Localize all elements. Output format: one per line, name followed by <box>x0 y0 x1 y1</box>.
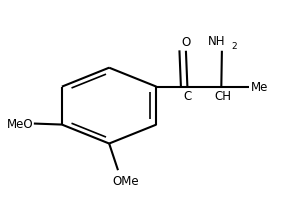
Text: 2: 2 <box>232 41 237 50</box>
Text: OMe: OMe <box>112 174 139 187</box>
Text: CH: CH <box>214 90 231 103</box>
Text: Me: Me <box>250 81 268 94</box>
Text: MeO: MeO <box>6 118 33 130</box>
Text: C: C <box>183 90 191 103</box>
Text: O: O <box>181 36 191 49</box>
Text: NH: NH <box>208 35 226 48</box>
